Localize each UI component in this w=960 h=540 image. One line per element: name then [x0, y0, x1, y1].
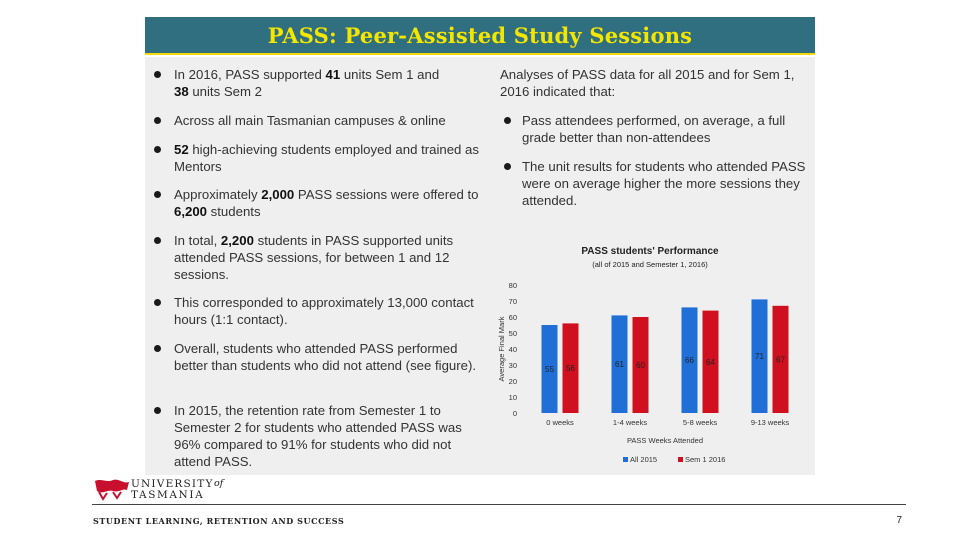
bullet-dot-icon: [154, 237, 161, 244]
bar-data-label: 55: [545, 365, 554, 374]
bar-sem-1-2016-0-weeks: [562, 323, 579, 413]
bullet-dot-icon: [154, 71, 161, 78]
bullet-dot-icon: [504, 117, 511, 124]
y-tick-label: 80: [509, 281, 517, 290]
footer-divider: [92, 504, 906, 505]
bar-sem-1-2016-5-8-weeks: [702, 310, 719, 413]
y-tick-label: 70: [509, 297, 517, 306]
y-axis-label: Average Final Mark: [497, 316, 506, 381]
bar-data-label: 60: [636, 361, 645, 370]
bullet-dot-icon: [154, 407, 161, 414]
bullet-sessions: Approximately 2,000 PASS sessions were o…: [150, 186, 480, 220]
analysis-bullet-sessions: The unit results for students who attend…: [500, 158, 815, 209]
y-tick-label: 60: [509, 313, 517, 322]
bullet-dot-icon: [504, 163, 511, 170]
bullet-dot-icon: [154, 191, 161, 198]
y-tick-label: 50: [509, 329, 517, 338]
performance-chart: PASS students' Performance (all of 2015 a…: [497, 246, 790, 464]
page-title: PASS: Peer-Assisted Study Sessions: [267, 22, 693, 48]
bar-data-label: 56: [566, 364, 575, 373]
bullet-dot-icon: [154, 299, 161, 306]
bullet-dot-icon: [154, 117, 161, 124]
bar-sem-1-2016-1-4-weeks: [632, 317, 649, 413]
x-tick-label: 1-4 weeks: [613, 418, 647, 427]
bar-data-label: 61: [615, 360, 624, 369]
footer-title: STUDENT LEARNING, RETENTION AND SUCCESS: [93, 516, 345, 526]
bullet-total-students: In total, 2,200 students in PASS support…: [150, 232, 480, 283]
university-name-of: of: [214, 478, 224, 489]
x-tick-label: 0 weeks: [546, 418, 574, 427]
y-tick-label: 30: [509, 361, 517, 370]
x-tick-label: 5-8 weeks: [683, 418, 717, 427]
bar-all-2015-1-4-weeks: [611, 315, 628, 413]
x-axis-label: PASS Weeks Attended: [627, 436, 703, 445]
university-name-line2: TASMANIA: [131, 489, 205, 501]
bar-data-label: 71: [755, 352, 764, 361]
bullet-dot-icon: [154, 345, 161, 352]
bullet-contact-hours: This corresponded to approximately 13,00…: [150, 294, 480, 328]
bar-all-2015-0-weeks: [541, 325, 558, 413]
bullet-units-supported: In 2016, PASS supported 41 units Sem 1 a…: [150, 66, 480, 100]
bar-all-2015-9-13-weeks: [751, 299, 768, 413]
bar-data-label: 66: [685, 356, 694, 365]
bullet-retention: In 2015, the retention rate from Semeste…: [150, 402, 480, 470]
bar-all-2015-5-8-weeks: [681, 307, 698, 413]
legend-label: All 2015: [630, 455, 657, 464]
bullet-campuses: Across all main Tasmanian campuses & onl…: [150, 112, 480, 129]
legend-label: Sem 1 2016: [685, 455, 725, 464]
legend-swatch: [678, 457, 683, 462]
x-tick-label: 9-13 weeks: [751, 418, 790, 427]
bullet-performance: Overall, students who attended PASS perf…: [150, 340, 480, 374]
bar-sem-1-2016-9-13-weeks: [772, 305, 789, 413]
chart-subtitle: (all of 2015 and Semester 1, 2016): [592, 260, 708, 269]
analysis-bullet-grade: Pass attendees performed, on average, a …: [500, 112, 815, 146]
bar-data-label: 67: [776, 355, 785, 364]
legend-swatch: [623, 457, 628, 462]
bullet-mentors: 52 high-achieving students employed and …: [150, 141, 480, 175]
y-tick-label: 0: [513, 409, 517, 418]
university-name-line1: UNIVERSITY: [131, 478, 214, 490]
y-tick-label: 20: [509, 377, 517, 386]
y-tick-label: 40: [509, 345, 517, 354]
title-bar: PASS: Peer-Assisted Study Sessions: [145, 17, 815, 55]
university-logo: [95, 479, 129, 501]
bullet-dot-icon: [154, 146, 161, 153]
bar-data-label: 64: [706, 358, 715, 367]
chart-title: PASS students' Performance: [581, 246, 719, 257]
y-tick-label: 10: [509, 393, 517, 402]
page-number: 7: [896, 515, 902, 526]
analysis-intro: Analyses of PASS data for all 2015 and f…: [500, 67, 795, 99]
